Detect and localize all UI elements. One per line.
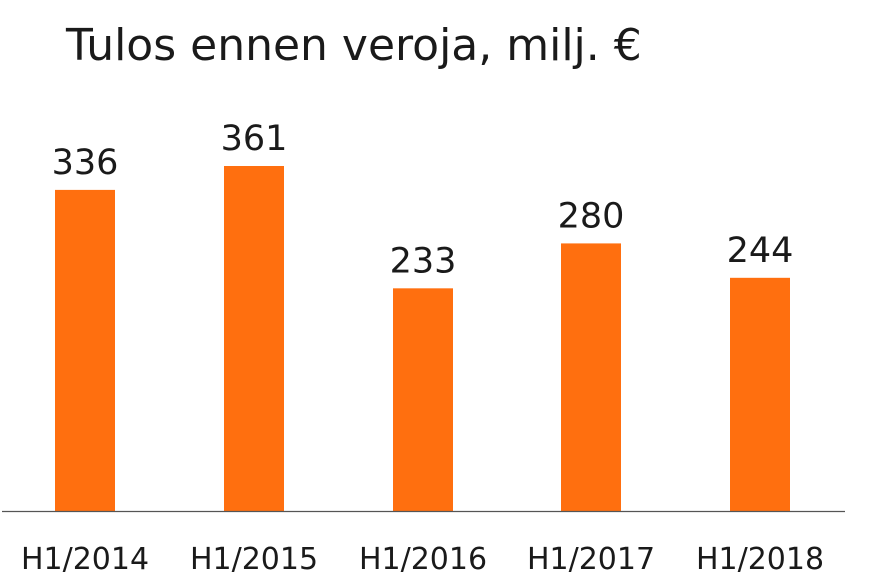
- data-label: 361: [221, 119, 288, 159]
- x-tick-label: H1/2015: [190, 542, 318, 574]
- data-label: 233: [390, 241, 457, 281]
- bar-h1-2018: [730, 277, 790, 511]
- x-tick-label: H1/2016: [359, 542, 487, 574]
- bar-h1-2014: [55, 189, 115, 511]
- chart-title: Tulos ennen veroja, milj. €: [66, 20, 642, 71]
- bar-h1-2015: [224, 166, 284, 511]
- data-label: 336: [52, 143, 119, 183]
- bar-h1-2016: [393, 288, 453, 511]
- x-tick-label: H1/2017: [527, 542, 655, 574]
- x-tick-label: H1/2018: [696, 542, 824, 574]
- data-label: 280: [558, 196, 625, 236]
- bar-h1-2017: [561, 243, 621, 511]
- data-label: 244: [727, 231, 794, 271]
- x-tick-label: H1/2014: [21, 542, 149, 574]
